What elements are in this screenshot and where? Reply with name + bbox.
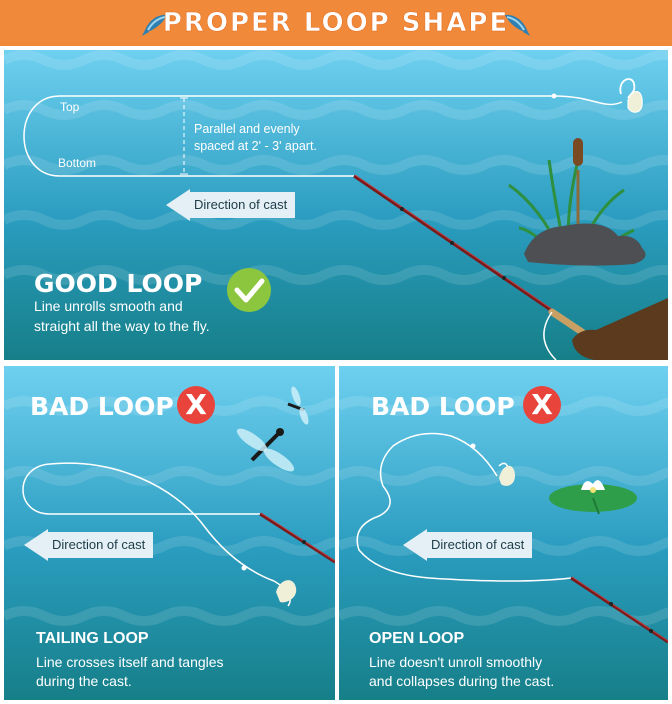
open-loop-description-line2: and collapses during the cast. (369, 673, 555, 689)
left-arrow-icon (166, 189, 190, 221)
good-loop-heading: GOOD LOOP (34, 269, 203, 298)
tailing-bad-loop-heading: BAD LOOP (30, 392, 174, 421)
open-loop-illustration (339, 366, 668, 700)
direction-of-cast-label: Direction of cast (425, 532, 533, 558)
open-bad-loop-heading: BAD LOOP (371, 392, 515, 421)
left-arrow-icon (403, 529, 427, 561)
good-loop-illustration (4, 50, 668, 360)
open-loop-description-line1: Line doesn't unroll smoothly (369, 654, 543, 670)
open-loop-panel: BAD LOOP X Direction of cast OPEN LOOP L… (339, 366, 668, 700)
open-loop-name: OPEN LOOP (369, 630, 465, 647)
fish-icon-right (505, 14, 530, 36)
tailing-loop-description-line2: during the cast. (36, 673, 132, 689)
tailing-loop-name: TAILING LOOP (36, 630, 149, 647)
direction-of-cast-label: Direction of cast (46, 532, 154, 558)
x-icon: X (177, 386, 215, 424)
good-loop-description-line2: straight all the way to the fly. (34, 318, 210, 334)
spacing-note-line1: Parallel and evenly (194, 122, 300, 136)
check-icon (227, 268, 271, 312)
good-loop-description-line1: Line unrolls smooth and (34, 298, 183, 314)
direction-of-cast-label: Direction of cast (188, 192, 296, 218)
loop-bottom-label: Bottom (58, 156, 97, 170)
good-loop-panel: Top Bottom Parallel and evenly spaced at… (4, 50, 668, 360)
tailing-loop-panel: BAD LOOP X Direction of cast TAILING LOO… (4, 366, 335, 700)
banner-title: PROPER LOOP SHAPE (162, 8, 510, 39)
title-banner (0, 0, 672, 46)
spacing-note-line2: spaced at 2' - 3' apart. (194, 139, 317, 153)
fish-icon-left (142, 14, 167, 36)
left-arrow-icon (24, 529, 48, 561)
x-icon: X (523, 386, 561, 424)
loop-top-label: Top (60, 100, 80, 114)
tailing-loop-description-line1: Line crosses itself and tangles (36, 654, 224, 670)
